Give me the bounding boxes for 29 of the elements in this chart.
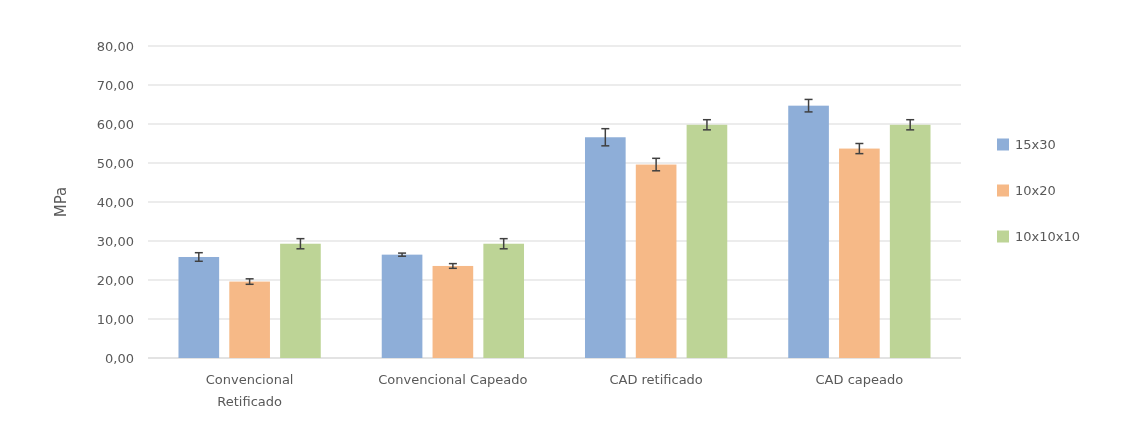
bar [584,137,626,358]
legend-label: 10x10x10 [1015,229,1081,245]
bar [483,243,525,358]
bar [280,243,321,358]
bar [381,254,423,358]
y-tick-label: 0,00 [105,350,134,366]
y-axis-title: MPa [52,186,70,218]
x-tick-label: CAD retificado [609,372,703,387]
y-tick-label: 80,00 [96,38,134,54]
legend-label: 10x20 [1015,183,1056,199]
x-tick-label: CAD capeado [815,372,904,387]
legend-label: 15x30 [1015,137,1056,153]
bar [839,148,880,358]
bar [432,265,474,358]
y-tick-label: 40,00 [96,194,134,210]
bar [788,105,829,358]
y-tick-label: 60,00 [96,116,134,132]
x-tick-label: Convencional Capeado [378,372,528,387]
y-tick-label: 50,00 [96,155,134,171]
y-tick-label: 20,00 [96,272,134,288]
bar [686,124,728,358]
x-tick-label: Convencional Retificado [205,372,294,409]
bar [229,281,270,358]
bar [635,164,677,358]
y-tick-label: 70,00 [96,77,134,93]
bar [889,124,931,358]
y-tick-label: 10,00 [96,311,134,327]
bar [178,256,220,358]
y-tick-label: 30,00 [96,233,134,249]
